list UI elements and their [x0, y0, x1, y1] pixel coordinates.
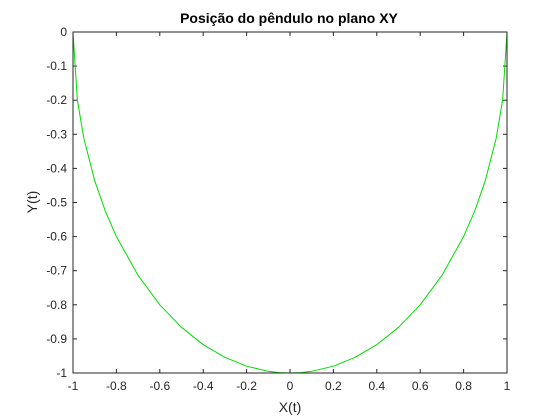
x-tick-label: -1	[68, 379, 79, 393]
y-axis-ticks: 0 -0.1 -0.2 -0.3 -0.4 -0.5 -0.6 -0.7 -0.8 -0.9 -1	[46, 25, 507, 380]
x-tick-label: 0.2	[325, 379, 342, 393]
y-tick-label: -0.2	[46, 93, 67, 107]
y-tick-label: -0.9	[46, 332, 67, 346]
y-tick-label: -0.3	[46, 127, 67, 141]
x-tick-label: -0.6	[149, 379, 170, 393]
y-tick-label: 0	[60, 25, 67, 39]
x-tick-label: 0.6	[412, 379, 429, 393]
y-tick-label: -0.7	[46, 264, 67, 278]
x-tick-label: 0.8	[455, 379, 472, 393]
x-axis-ticks: -1 -0.8 -0.6 -0.4 -0.2 0 0.2 0.4 0.6 0.8 1	[68, 32, 511, 393]
y-tick-label: -0.8	[46, 298, 67, 312]
y-tick-label: -0.5	[46, 196, 67, 210]
x-tick-label: 1	[504, 379, 511, 393]
x-axis-label: X(t)	[279, 399, 302, 415]
x-tick-label: -0.4	[193, 379, 214, 393]
x-tick-label: 0	[287, 379, 294, 393]
y-tick-label: -1	[56, 366, 67, 380]
x-tick-label: -0.8	[106, 379, 127, 393]
plot-frame	[73, 32, 507, 373]
chart-title: Posição do pêndulo no plano XY	[180, 10, 398, 26]
x-tick-label: 0.4	[368, 379, 385, 393]
y-axis-label: Y(t)	[24, 191, 40, 214]
y-tick-label: -0.1	[46, 59, 67, 73]
y-tick-label: -0.4	[46, 161, 67, 175]
y-tick-label: -0.6	[46, 230, 67, 244]
x-tick-label: -0.2	[236, 379, 257, 393]
axes-border	[72, 31, 508, 374]
axes-box	[72, 31, 508, 374]
